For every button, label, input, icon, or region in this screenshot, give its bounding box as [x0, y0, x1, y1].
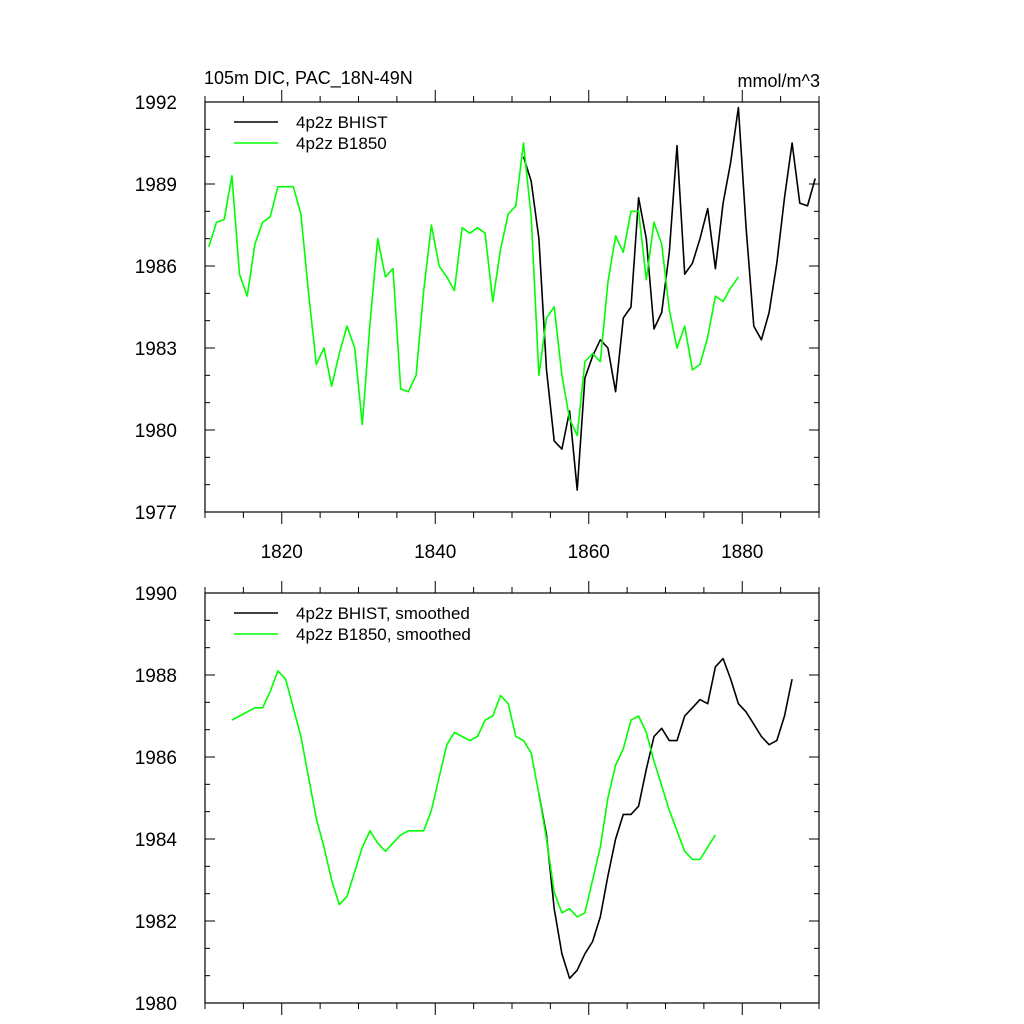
- ticks-layer: 1977 1980 1983 1986 1989 1992 1820 1840 1860 1880: [135, 90, 820, 563]
- ticks-layer: 1980 1982 1984 1986 1988 1990: [135, 581, 820, 1015]
- y-tick-label: 1984: [135, 830, 178, 851]
- legend-label-b1850-smoothed: 4p2z B1850, smoothed: [296, 625, 471, 644]
- x-tick-label: 1840: [414, 542, 456, 563]
- top-panel: 105m DIC, PAC_18N-49N mmol/m^3 197719801…: [135, 68, 820, 563]
- legend-label-bhist-smoothed: 4p2z BHIST, smoothed: [296, 604, 470, 623]
- series-line-4p2z-b1850-smoothed: [231, 670, 717, 918]
- y-tick-label: 1982: [135, 912, 177, 933]
- series-line-4p2z-bhist: [522, 106, 816, 491]
- y-tick-label: 1977: [135, 503, 177, 524]
- y-tick-label: 1986: [135, 748, 177, 769]
- y-tick-label: 1980: [135, 421, 177, 442]
- series-layer: [208, 106, 816, 491]
- legend-label-b1850: 4p2z B1850: [296, 134, 387, 153]
- y-tick-label: 1983: [135, 339, 177, 360]
- plot-frame: [204, 101, 820, 513]
- y-tick-label: 1986: [135, 257, 177, 278]
- x-tick-label: 1880: [721, 542, 763, 563]
- legend: 4p2z BHIST, smoothed 4p2z B1850, smoothe…: [234, 604, 471, 644]
- plot-frame: [204, 592, 820, 1004]
- x-tick-label: 1820: [261, 542, 303, 563]
- y-tick-label: 1990: [135, 584, 177, 605]
- series-layer: [231, 657, 793, 980]
- x-tick-label: 1860: [568, 542, 610, 563]
- series-line-4p2z-b1850: [208, 142, 740, 437]
- legend-label-bhist: 4p2z BHIST: [296, 113, 388, 132]
- units-label: mmol/m^3: [738, 71, 820, 91]
- y-tick-label: 1980: [135, 994, 177, 1015]
- bottom-panel: 1980 1982 1984 1986 1988 1990 4p2z BHIST, smo…: [135, 581, 820, 1015]
- chart-title: 105m DIC, PAC_18N-49N: [204, 68, 413, 89]
- y-tick-label: 1989: [135, 175, 177, 196]
- legend: 4p2z BHIST 4p2z B1850: [234, 113, 388, 153]
- y-tick-label: 1988: [135, 666, 177, 687]
- series-line-4p2z-bhist-smoothed: [538, 657, 793, 980]
- y-tick-label: 1992: [135, 93, 177, 114]
